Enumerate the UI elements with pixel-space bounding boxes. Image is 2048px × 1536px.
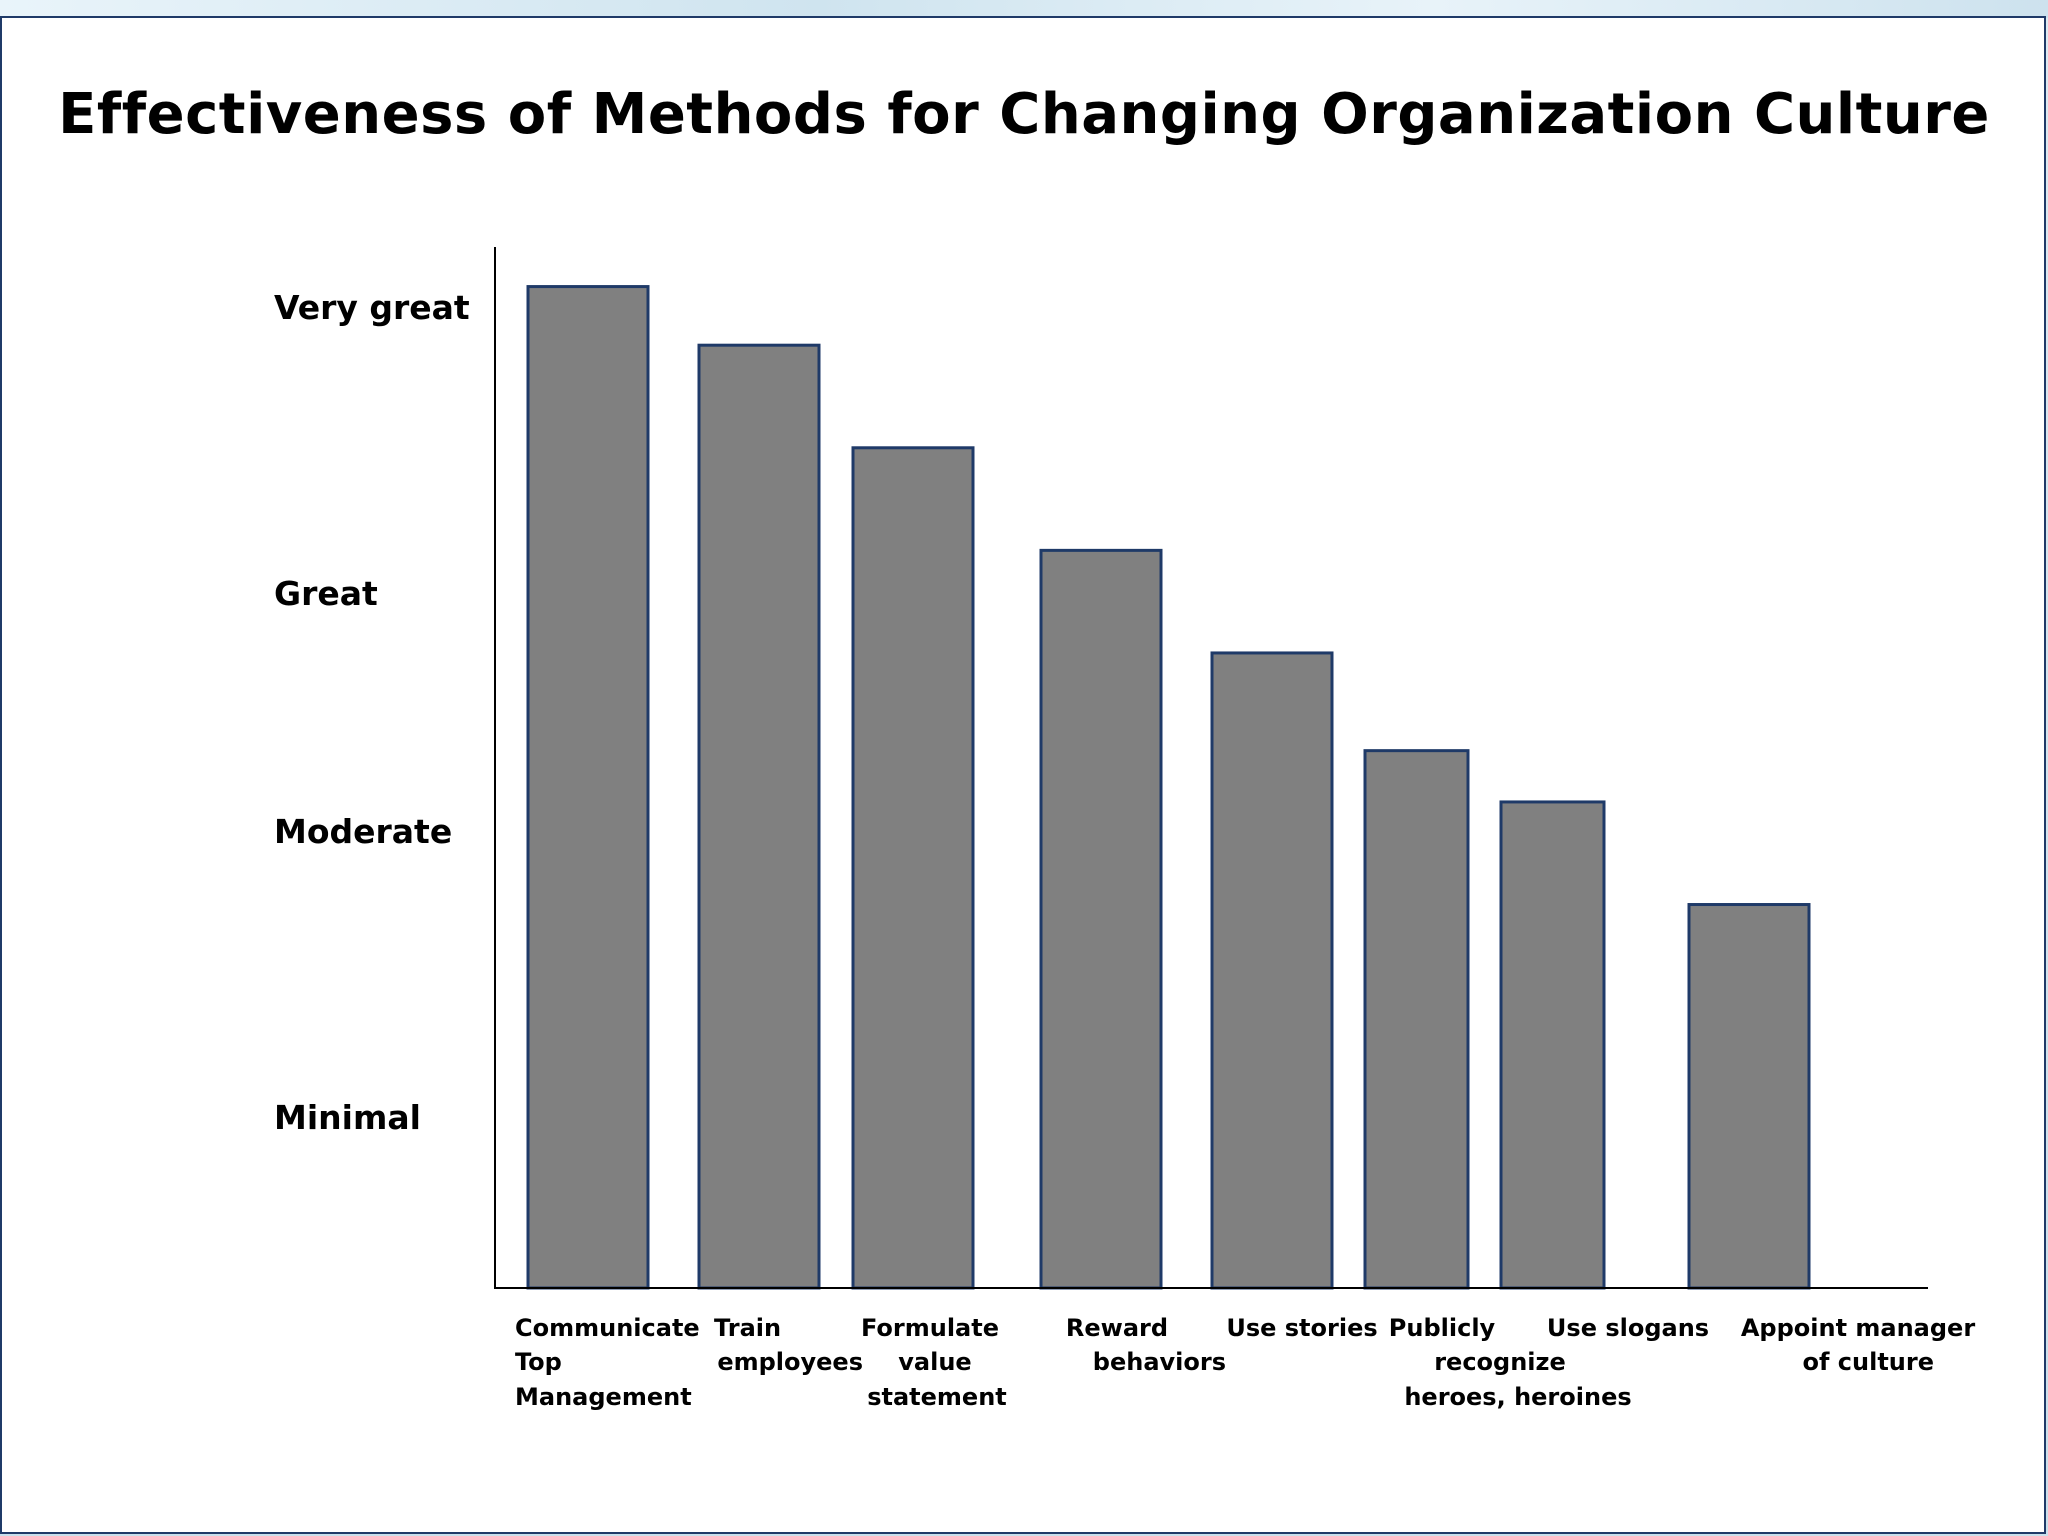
x-tick-label-4-line-2: behaviors: [1093, 1348, 1226, 1376]
bar-3: [851, 446, 975, 1290]
x-tick-labels: Communicate Top Management Train employees Fo…: [515, 1314, 1975, 1411]
x-tick-label-1-line-3: Management: [515, 1383, 692, 1411]
bar-4: [1039, 548, 1163, 1290]
bar-5: [1210, 651, 1334, 1290]
x-tick-label-6-line-2: recognize: [1434, 1348, 1566, 1376]
bar-7: [1499, 800, 1606, 1290]
x-tick-label-7-line-1: Use slogans: [1547, 1314, 1709, 1342]
x-tick-label-1-line-1: Communicate: [515, 1314, 700, 1342]
x-tick-label-2-line-1: Train: [714, 1314, 781, 1342]
y-tick-label-very-great: Very great: [274, 288, 470, 327]
y-tick-label-great: Great: [274, 574, 378, 613]
y-tick-label-minimal: Minimal: [274, 1098, 421, 1137]
x-tick-label-6-line-3: heroes, heroines: [1404, 1383, 1631, 1411]
bars-group: [526, 285, 1811, 1290]
bar-6: [1363, 749, 1470, 1290]
x-tick-label-3-line-1: Formulate: [861, 1314, 999, 1342]
x-tick-label-3-line-2: value: [898, 1348, 971, 1376]
chart-title: Effectiveness of Methods for Changing Or…: [58, 82, 1990, 147]
x-tick-label-8-line-1: Appoint manager: [1741, 1314, 1976, 1342]
bar-2: [697, 343, 821, 1290]
x-tick-label-4-line-1: Reward: [1066, 1314, 1168, 1342]
x-tick-label-2-line-2: employees: [717, 1348, 863, 1376]
x-tick-label-3-line-3: statement: [867, 1383, 1007, 1411]
x-tick-label-5-line-1: Use stories: [1226, 1314, 1377, 1342]
window-top-strip: [0, 0, 2048, 18]
bar-1: [526, 285, 650, 1290]
bar-8: [1687, 903, 1811, 1290]
x-tick-label-1-line-2: Top: [515, 1348, 562, 1376]
x-tick-label-6-line-1: Publicly: [1389, 1314, 1496, 1342]
x-tick-label-8-line-2: of culture: [1803, 1348, 1935, 1376]
y-tick-label-moderate: Moderate: [274, 812, 453, 851]
